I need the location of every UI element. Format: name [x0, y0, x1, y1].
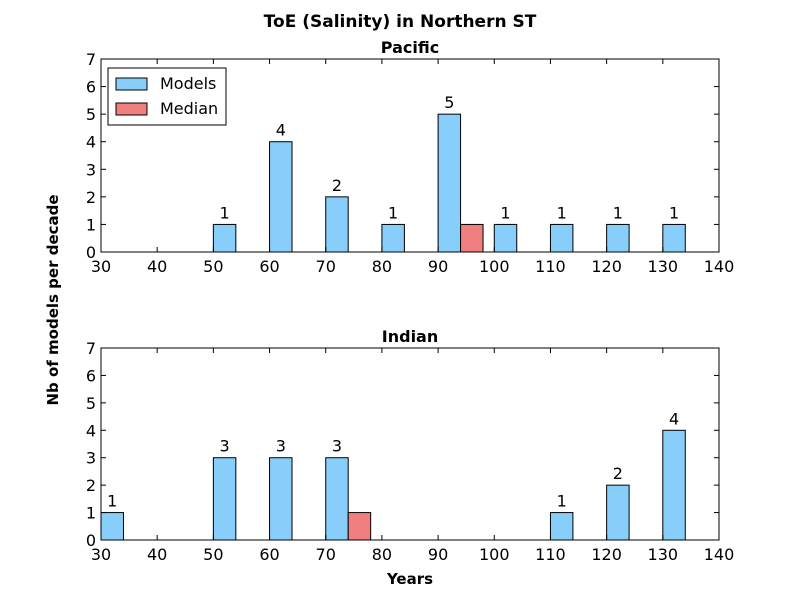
legend: Models Median	[107, 67, 227, 126]
x-tick-label: 60	[259, 545, 279, 564]
bar-value-label: 2	[332, 176, 342, 195]
model-bar	[662, 429, 686, 541]
axes-frame	[100, 58, 720, 253]
x-tick-label: 140	[704, 257, 735, 276]
model-bar	[662, 223, 686, 253]
y-tick-label: 6	[86, 366, 96, 385]
model-bar	[549, 512, 574, 541]
x-tick-label: 60	[259, 257, 279, 276]
legend-label: Median	[160, 99, 218, 118]
y-tick-label: 2	[86, 476, 96, 495]
median-bar	[460, 223, 484, 253]
x-tick-label: 80	[372, 257, 392, 276]
y-tick-label: 0	[86, 243, 96, 262]
panel-title: Indian	[382, 327, 438, 346]
bar-value-label: 1	[107, 492, 117, 511]
model-bar	[100, 512, 124, 541]
y-tick-label: 3	[86, 449, 96, 468]
x-tick-label: 140	[704, 545, 735, 564]
bar-value-label: 3	[332, 437, 342, 456]
panel-title: Pacific	[381, 38, 439, 57]
y-tick-label: 5	[86, 394, 96, 413]
x-tick-label: 30	[91, 257, 111, 276]
model-bar	[325, 196, 349, 253]
legend-swatch	[115, 102, 148, 116]
model-bar	[212, 457, 237, 541]
model-bar	[269, 457, 293, 541]
y-tick-label: 1	[86, 215, 96, 234]
x-tick-label: 40	[147, 545, 167, 564]
x-tick-label: 80	[372, 545, 392, 564]
y-tick-label: 7	[86, 50, 96, 69]
y-tick-label: 0	[86, 531, 96, 550]
model-bar	[606, 223, 630, 253]
bar-value-label: 4	[276, 121, 286, 140]
x-tick-label: 70	[316, 257, 336, 276]
model-bar	[606, 484, 630, 541]
bar-value-label: 1	[557, 203, 567, 222]
y-tick-label: 6	[86, 78, 96, 97]
legend-swatch	[115, 77, 148, 91]
y-tick-label: 5	[86, 105, 96, 124]
bar-value-label: 3	[276, 437, 286, 456]
model-bar	[212, 223, 237, 253]
model-bar	[269, 141, 293, 253]
y-tick-label: 4	[86, 133, 96, 152]
x-tick-label: 70	[316, 545, 336, 564]
x-tick-label: 110	[535, 545, 566, 564]
y-tick-label: 7	[86, 339, 96, 358]
bar-value-label: 2	[613, 464, 623, 483]
x-tick-label: 130	[648, 545, 679, 564]
y-tick-label: 3	[86, 160, 96, 179]
model-bar	[437, 113, 462, 253]
bar-value-label: 1	[500, 203, 510, 222]
x-tick-label: 90	[428, 257, 448, 276]
bar-value-label: 1	[388, 203, 398, 222]
bar-value-label: 5	[444, 93, 454, 112]
bar-value-label: 1	[613, 203, 623, 222]
y-tick-label: 1	[86, 504, 96, 523]
x-axis-label: Years	[386, 570, 433, 588]
y-tick-label: 4	[86, 421, 96, 440]
median-bar	[347, 512, 372, 541]
bar-value-label: 1	[220, 203, 230, 222]
model-bar	[325, 457, 349, 541]
x-tick-label: 110	[535, 257, 566, 276]
x-tick-label: 30	[91, 545, 111, 564]
x-tick-label: 130	[648, 257, 679, 276]
bar-value-label: 4	[669, 409, 679, 428]
x-tick-label: 100	[479, 257, 510, 276]
x-tick-label: 100	[479, 545, 510, 564]
figure-title: ToE (Salinity) in Northern ST	[264, 12, 537, 32]
x-tick-label: 50	[203, 257, 223, 276]
y-tick-label: 2	[86, 188, 96, 207]
x-tick-label: 40	[147, 257, 167, 276]
x-tick-label: 90	[428, 545, 448, 564]
legend-label: Models	[160, 74, 216, 93]
axes-frame	[100, 347, 720, 541]
x-tick-label: 120	[591, 257, 622, 276]
x-tick-label: 50	[203, 545, 223, 564]
bar-value-label: 3	[220, 437, 230, 456]
x-tick-label: 120	[591, 545, 622, 564]
y-axis-label: Nb of models per decade	[44, 194, 62, 405]
model-bar	[493, 223, 518, 253]
model-bar	[381, 223, 405, 253]
model-bar	[549, 223, 574, 253]
bar-value-label: 1	[669, 203, 679, 222]
bar-value-label: 1	[557, 492, 567, 511]
